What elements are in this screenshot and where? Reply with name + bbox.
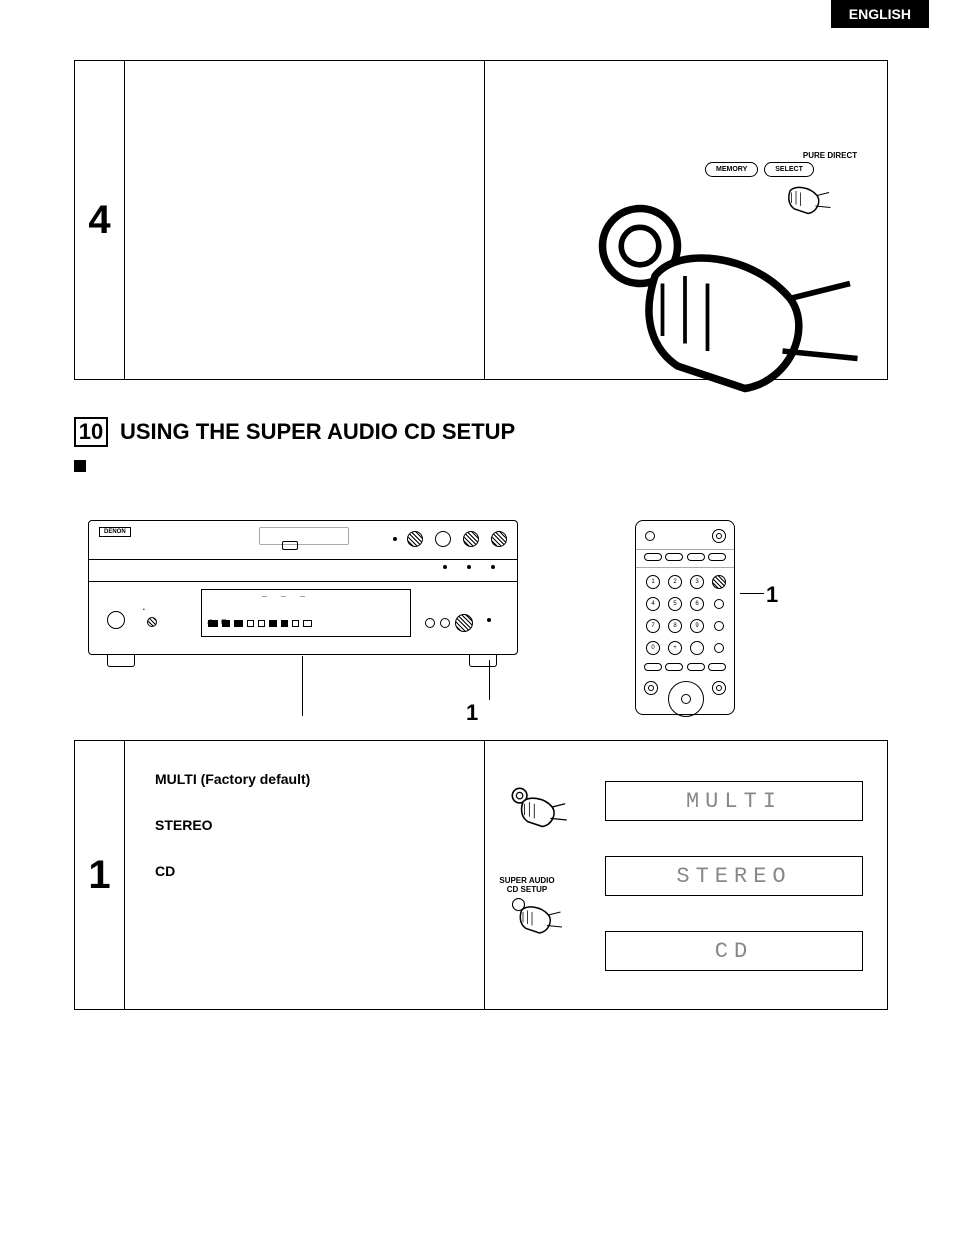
player-callout-number: 1 [466,700,478,726]
language-tab: ENGLISH [831,0,929,28]
step4-number-column: 4 [75,61,125,379]
player-small-label: • [143,607,145,613]
player-power-button-icon [107,611,125,634]
callout-line [489,660,490,700]
memory-button[interactable]: MEMORY [705,162,758,177]
player-slot-icon [282,541,298,550]
player-display-panel: ——— [201,589,411,637]
player-brand-badge: DENON [99,527,131,537]
press-gesture-icon [505,781,570,846]
display-badge-icon [292,620,299,627]
option-stereo-label: STEREO [155,817,466,833]
display-badge-icon [303,620,312,627]
section-10-title: USING THE SUPER AUDIO CD SETUP [120,419,515,445]
lcd-display-cd: CD [605,931,863,971]
step4-right-cell: PURE DIRECT MEMORY SELECT [485,61,887,379]
select-button[interactable]: SELECT [764,162,814,177]
remote-pill-button-icon [708,663,726,671]
remote-pill-button-icon [665,663,683,671]
option-cd-label: CD [155,863,466,879]
remote-pill-button-icon [644,553,662,561]
remote-num-button: 4 [646,597,660,611]
step4-number: 4 [88,198,110,243]
section-number-box: 10 [74,417,108,447]
remote-side-button [712,575,726,589]
press-gesture-icon [505,891,565,951]
remote-pill-button-icon [687,553,705,561]
remote-illustration: 1 2 3 4 5 6 7 8 9 0 + [635,520,775,730]
callout-line [740,593,764,594]
remote-num-button: 1 [646,575,660,589]
remote-num-button: 9 [690,619,704,633]
step4-left-cell [125,61,485,379]
remote-side-button [714,643,724,653]
step1-number: 1 [88,853,110,898]
remote-pill-button-icon [665,553,683,561]
player-top-buttons-row [407,531,507,547]
remote-side-button [714,621,724,631]
display-badge-icon [247,620,254,627]
step1-options-cell: MULTI (Factory default) STEREO CD [125,741,485,1009]
square-bullet-icon [74,460,86,472]
display-badge-icon [234,620,243,627]
player-tray-icons: ⏏◉ [207,617,228,626]
remote-pill-button-icon [708,553,726,561]
player-small-button-icon [147,614,157,632]
remote-menu-button-icon [644,681,658,695]
remote-side-button [690,641,704,655]
step1-number-column: 1 [75,741,125,1009]
remote-num-button: 7 [646,619,660,633]
remote-button-icon [645,531,655,541]
remote-side-button [714,599,724,609]
player-dot-icon [487,618,491,622]
remote-menu-button-icon [712,681,726,695]
player-illustration: DENON • ——— [88,520,518,720]
player-mid-dots [443,565,495,569]
player-knob-icon [491,531,507,547]
remote-num-button: 6 [690,597,704,611]
display-badge-icon [258,620,265,627]
player-small-button-icon [425,618,435,628]
player-foot-icon [107,655,135,667]
callout-line [302,656,303,716]
pure-direct-label: PURE DIRECT [775,151,885,160]
remote-num-button: 3 [690,575,704,589]
option-multi-label: MULTI (Factory default) [155,771,466,787]
remote-callout-number: 1 [766,582,778,608]
remote-power-button-icon [712,529,726,543]
step4-panel: 4 PURE DIRECT MEMORY SELECT [74,60,888,380]
remote-number-pad: 1 2 3 4 5 6 7 8 9 0 + [644,573,728,657]
player-disc-tray-icon [259,527,349,545]
remote-num-button: + [668,641,682,655]
lcd-display-multi: MULTI [605,781,863,821]
step1-panel: 1 MULTI (Factory default) STEREO CD SUPE… [74,740,888,1010]
player-small-button-icon [440,618,450,628]
display-badge-icon [281,620,288,627]
section-10-heading: 10 USING THE SUPER AUDIO CD SETUP [74,417,515,447]
player-knob-icon [407,531,423,547]
remote-num-button: 8 [668,619,682,633]
display-badge-icon [269,620,276,627]
player-foot-icon [469,655,497,667]
step1-illustration-cell: SUPER AUDIO CD SETUP MULTI STEREO CD [485,741,887,1009]
remote-pill-button-icon [687,663,705,671]
player-jog-icon [455,614,473,632]
player-right-controls [425,614,473,632]
player-indicator-dot-icon [393,537,397,541]
lcd-display-stereo: STEREO [605,856,863,896]
player-button-icon [435,531,451,547]
remote-num-button: 2 [668,575,682,589]
remote-num-button: 0 [646,641,660,655]
player-knob-icon [463,531,479,547]
remote-num-button: 5 [668,597,682,611]
press-gesture-icon [775,176,835,236]
pure-direct-button-group: PURE DIRECT MEMORY SELECT [705,151,885,177]
remote-pill-button-icon [644,663,662,671]
remote-dpad-icon [668,681,704,717]
